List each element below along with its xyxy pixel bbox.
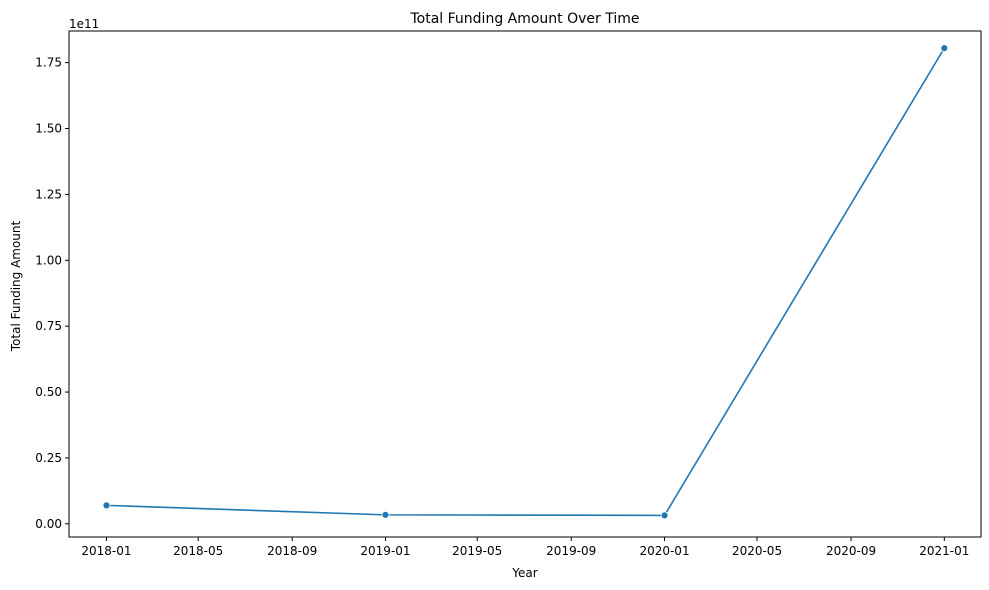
x-tick-label: 2020-05 (732, 544, 782, 558)
x-tick-label: 2018-05 (173, 544, 223, 558)
x-tick-label: 2020-01 (639, 544, 689, 558)
x-tick-label: 2018-01 (81, 544, 131, 558)
y-tick-label: 1.50 (35, 122, 62, 136)
data-point (660, 511, 669, 520)
x-tick-label: 2019-05 (452, 544, 502, 558)
x-tick-label: 2020-09 (826, 544, 876, 558)
y-tick-label: 0.75 (35, 319, 62, 333)
data-point (381, 510, 390, 519)
y-tick-label: 0.25 (35, 451, 62, 465)
x-tick-label: 2019-01 (360, 544, 410, 558)
x-tick-label: 2018-09 (267, 544, 317, 558)
y-axis-label: Total Funding Amount (9, 220, 23, 352)
series-line (106, 47, 945, 517)
data-point (102, 501, 111, 510)
plot-frame (68, 30, 982, 538)
y-tick-label: 1.25 (35, 187, 62, 201)
y-tick-label: 0.00 (35, 517, 62, 531)
y-tick-label: 0.50 (35, 385, 62, 399)
data-point (940, 44, 949, 53)
y-axis-offset-label: 1e11 (69, 17, 99, 31)
y-tick-label: 1.75 (35, 56, 62, 70)
chart-title: Total Funding Amount Over Time (409, 11, 639, 27)
y-tick-label: 1.00 (35, 253, 62, 267)
x-axis-label: Year (511, 566, 537, 580)
plot-area: 2018-01 2018-05 2018-09 2019-01 2019-05 2019-… (35, 30, 982, 558)
x-tick-label: 2021-01 (919, 544, 969, 558)
x-tick-label: 2019-09 (546, 544, 596, 558)
